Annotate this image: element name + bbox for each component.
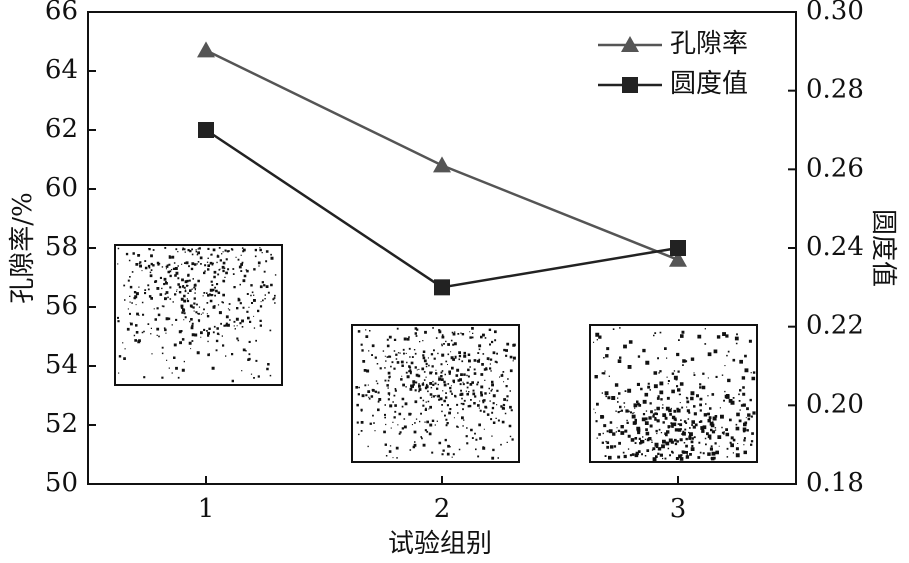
y2-tick-label: 0.20	[806, 389, 864, 419]
y-tick-label: 50	[45, 468, 78, 498]
inset-frame	[589, 324, 758, 463]
legend-label: 圆度值	[670, 69, 748, 99]
y-tick-label: 66	[45, 0, 78, 26]
inset-images	[114, 244, 758, 463]
y-tick-label: 58	[45, 232, 78, 262]
point-marker	[197, 41, 215, 58]
y-tick-label: 60	[45, 173, 78, 203]
point-marker	[669, 250, 687, 267]
y2-tick-label: 0.18	[806, 468, 864, 498]
inset-frame	[351, 324, 520, 463]
y-tick-label: 54	[45, 350, 78, 380]
inset-texture	[117, 247, 277, 383]
x-tick-label: 1	[198, 494, 215, 524]
x-axis-label: 试验组别	[388, 529, 492, 559]
point-marker	[198, 122, 214, 138]
y2-tick-label: 0.28	[806, 75, 864, 105]
x-tick-label: 3	[670, 494, 687, 524]
series-line	[205, 49, 679, 261]
legend-label: 孔隙率	[670, 29, 748, 59]
y2-tick-label: 0.24	[806, 232, 864, 262]
y2-tick-label: 0.30	[806, 0, 864, 26]
y-tick-label: 64	[45, 55, 78, 85]
y-axis-label: 孔隙率/%	[8, 192, 38, 303]
point-marker	[434, 279, 450, 296]
x-tick-label: 2	[434, 494, 451, 524]
inset-texture	[355, 327, 516, 460]
y-tick-label: 56	[45, 291, 78, 321]
inset-texture	[593, 327, 756, 462]
y2-axis-label: 圆度值	[868, 209, 898, 287]
point-marker	[433, 156, 451, 173]
legend-marker	[622, 77, 638, 93]
point-marker	[670, 240, 686, 256]
y-tick-label: 62	[45, 114, 78, 144]
y2-tick-label: 0.26	[806, 153, 864, 183]
y2-tick-label: 0.22	[806, 311, 864, 341]
legend-marker	[621, 36, 639, 52]
y-tick-label: 52	[45, 409, 78, 439]
